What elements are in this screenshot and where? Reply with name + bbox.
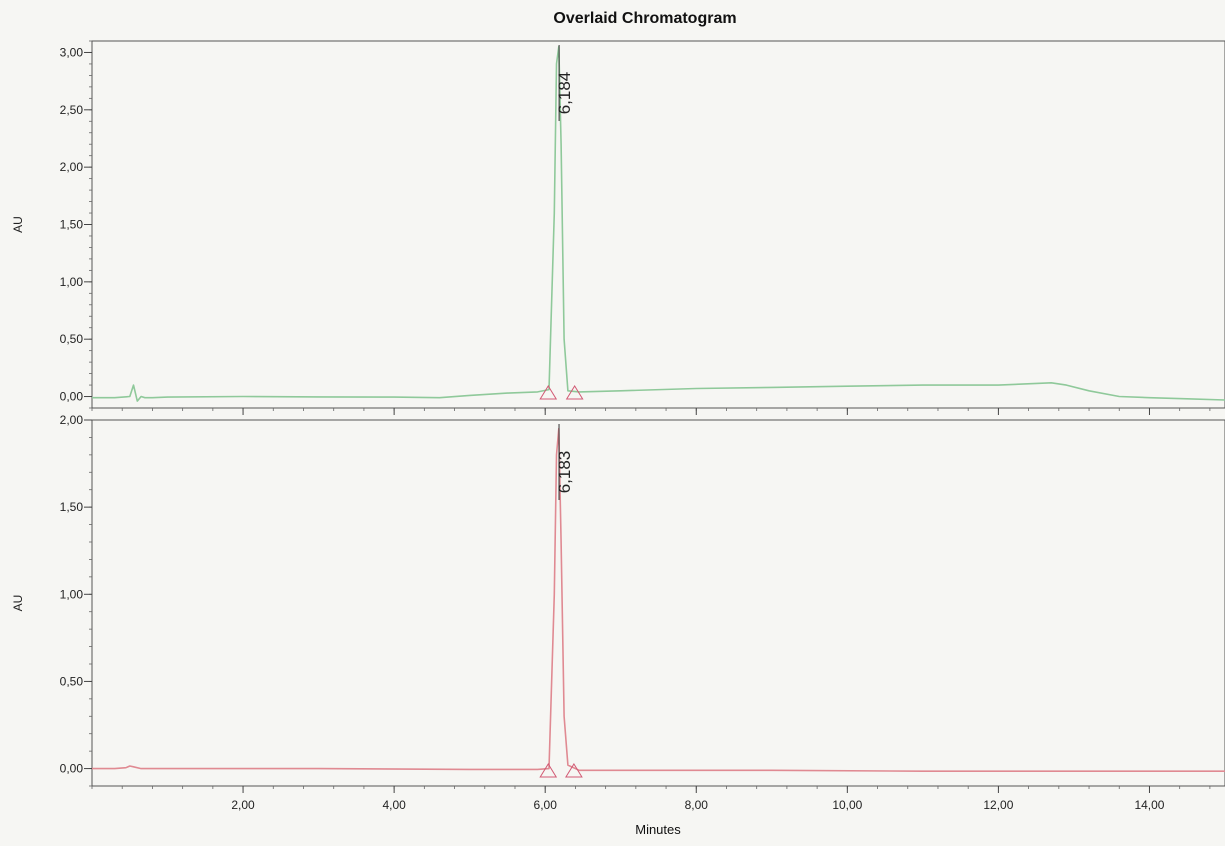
peak-label: 6,183 [555,451,574,494]
panel-2: 0,00 0,50 1,00 1,50 2,00 AU 6,183 [11,413,1225,793]
integration-mark [565,385,584,400]
y-tick-label: 1,50 [60,218,84,232]
peak-label: 6,184 [555,72,574,115]
x-tick-label: 2,00 [231,798,255,812]
y-tick-label: 2,00 [60,160,84,174]
x-tick-label: 10,00 [832,798,862,812]
y-tick-label: 0,00 [60,390,84,404]
plot-frame [91,419,1225,787]
series-line-2 [92,427,1225,773]
chart-panels: 0,000,501,001,502,002,503,00AU6,1840,000… [11,40,1225,812]
series-line-1 [92,45,1225,402]
y-axis-label: AU [11,595,25,612]
x-tick-label: 12,00 [983,798,1013,812]
x-tick-label: 14,00 [1134,798,1164,812]
y-tick-label: 1,50 [60,500,84,514]
y-tick-label: 2,50 [60,103,84,117]
y-axis-label: AU [11,216,25,233]
y-tick-label: 2,00 [60,413,84,427]
y-tick-label: 0,50 [60,674,84,688]
panel-1: 0,00 0,50 1,00 1,50 2,00 2,50 3,00 AU 6,184 [11,40,1225,415]
chart-title: Overlaid Chromatogram [553,10,736,27]
y-tick-label: 0,50 [60,332,84,346]
integration-mark [539,763,558,778]
plot-frame [91,40,1225,409]
x-tick-label: 4,00 [382,798,406,812]
x-axis-label: Minutes [635,822,681,837]
integration-mark [565,763,583,778]
x-tick-label: 6,00 [534,798,558,812]
y-tick-label: 1,00 [60,275,84,289]
integration-mark [539,385,558,400]
y-tick-label: 0,00 [60,762,84,776]
x-tick-label: 8,00 [685,798,709,812]
y-tick-label: 3,00 [60,45,84,59]
y-tick-label: 1,00 [60,587,84,601]
